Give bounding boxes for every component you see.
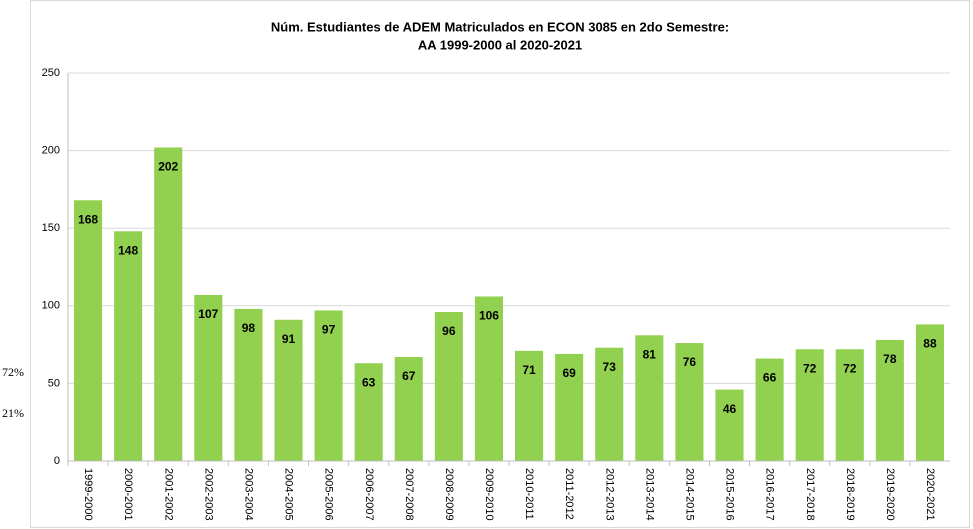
- y-tick-label: 200: [42, 145, 60, 157]
- bar: [715, 389, 744, 461]
- bar: [835, 349, 864, 461]
- x-tick-label: 2009-2010: [483, 468, 495, 521]
- bar: [595, 347, 624, 461]
- x-tick-label: 2015-2016: [724, 468, 736, 521]
- x-tick-label: 2013-2014: [643, 468, 655, 521]
- y-tick-label: 0: [54, 455, 60, 467]
- value-label: 106: [479, 309, 499, 323]
- value-label: 98: [242, 321, 256, 335]
- value-label: 81: [643, 347, 657, 361]
- x-tick-label: 1999-2000: [82, 468, 94, 521]
- x-tick-label: 2005-2006: [323, 468, 335, 521]
- y-tick-label: 150: [42, 222, 60, 234]
- bar: [114, 231, 143, 461]
- chart-title: Núm. Estudiantes de ADEM Matriculados en…: [271, 19, 729, 34]
- value-label: 107: [198, 307, 218, 321]
- value-label: 78: [883, 352, 897, 366]
- bar: [875, 339, 904, 461]
- value-label: 69: [562, 366, 576, 380]
- value-label: 72: [843, 361, 857, 375]
- bar: [394, 357, 423, 461]
- value-label: 71: [522, 363, 536, 377]
- value-label: 91: [282, 332, 296, 346]
- x-tick-label: 2018-2019: [844, 468, 856, 521]
- value-label: 46: [723, 402, 737, 416]
- value-label: 168: [78, 212, 98, 226]
- bar: [274, 319, 303, 461]
- bar: [354, 363, 383, 461]
- value-label: 72: [803, 361, 817, 375]
- bar: [474, 296, 503, 461]
- x-tick-label: 2012-2013: [603, 468, 615, 521]
- value-label: 73: [603, 360, 617, 374]
- bar: [635, 335, 664, 461]
- bar: [555, 353, 584, 461]
- x-tick-label: 2001-2002: [162, 468, 174, 521]
- y-tick-label: 250: [42, 67, 60, 79]
- y-tick-label: 50: [48, 377, 60, 389]
- x-tick-label: 2004-2005: [283, 468, 295, 521]
- x-tick-label: 2020-2021: [924, 468, 936, 521]
- value-label: 97: [322, 323, 336, 337]
- bar: [915, 324, 944, 461]
- value-label: 202: [158, 160, 178, 174]
- x-tick-label: 2008-2009: [443, 468, 455, 521]
- annotation: 72%: [2, 365, 24, 379]
- x-tick-label: 2003-2004: [243, 468, 255, 521]
- bar: [795, 349, 824, 461]
- x-tick-label: 2017-2018: [804, 468, 816, 521]
- bar: [755, 358, 784, 461]
- value-label: 76: [683, 355, 697, 369]
- bar: [234, 308, 263, 461]
- bar: [515, 350, 544, 461]
- x-tick-label: 2002-2003: [202, 468, 214, 521]
- x-tick-label: 2000-2001: [122, 468, 134, 521]
- x-tick-label: 2010-2011: [523, 468, 535, 520]
- x-tick-label: 2019-2020: [884, 468, 896, 521]
- x-tick-label: 2006-2007: [363, 468, 375, 521]
- value-label: 63: [362, 375, 376, 389]
- value-label: 66: [763, 371, 777, 385]
- x-tick-label: 2007-2008: [403, 468, 415, 521]
- value-label: 96: [442, 324, 456, 338]
- annotation: 21%: [2, 406, 24, 420]
- x-tick-label: 2011-2012: [563, 468, 575, 520]
- value-label: 67: [402, 369, 416, 383]
- x-tick-label: 2014-2015: [684, 468, 696, 521]
- bar: [314, 310, 343, 461]
- chart-title: AA 1999-2000 al 2020-2021: [418, 37, 582, 52]
- y-tick-label: 100: [42, 300, 60, 312]
- x-tick-label: 2016-2017: [764, 468, 776, 521]
- bar: [154, 147, 183, 461]
- bar: [434, 312, 463, 461]
- value-label: 88: [923, 337, 937, 351]
- bar: [194, 294, 223, 461]
- value-label: 148: [118, 243, 138, 257]
- bar: [74, 200, 103, 461]
- bar: [675, 343, 704, 461]
